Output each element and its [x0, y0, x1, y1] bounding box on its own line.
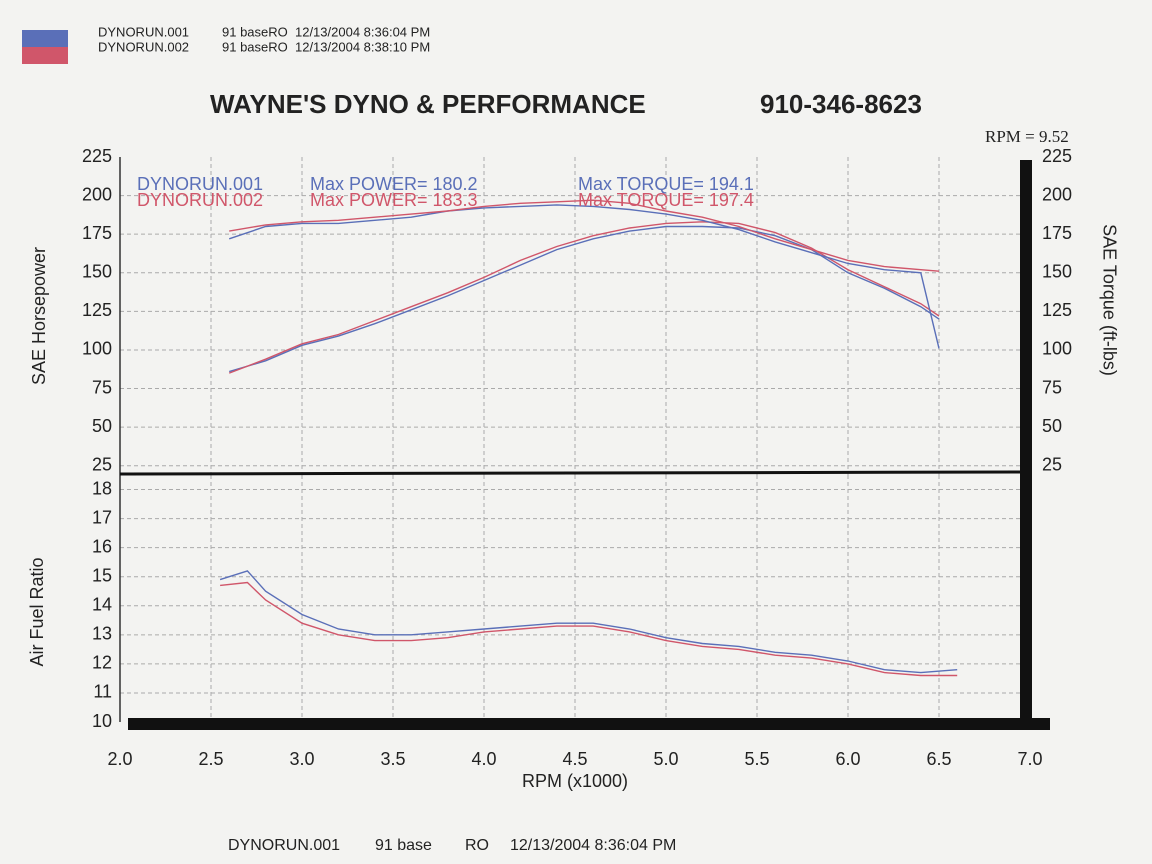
- x-tick-label: 5.0: [653, 749, 678, 769]
- legend-info: 91 baseRO 12/13/2004 8:36:04 PM: [222, 24, 430, 39]
- legend-swatch: [22, 30, 68, 47]
- y-tick-label: 125: [82, 300, 112, 320]
- y2-tick-label: 150: [1042, 262, 1072, 282]
- y2-tick-label: 200: [1042, 184, 1072, 204]
- series-line: [228, 204, 940, 349]
- annotation: Max TORQUE= 194.1: [578, 174, 754, 194]
- annotation: Max TORQUE= 197.4: [578, 190, 754, 210]
- y-tick-label: 17: [92, 507, 112, 527]
- footer-run: DYNORUN.001: [228, 837, 340, 854]
- legend-run: DYNORUN.001: [98, 24, 189, 39]
- y2-tick-label: 100: [1042, 339, 1072, 359]
- y-tick-label: 225: [82, 146, 112, 166]
- x-tick-label: 6.5: [926, 749, 951, 769]
- y-tick-label: 13: [92, 624, 112, 644]
- y-tick-label: 75: [92, 377, 112, 397]
- y-tick-label: 25: [92, 454, 112, 474]
- y2-tick-label: 50: [1042, 416, 1062, 436]
- x-tick-label: 6.0: [835, 749, 860, 769]
- y-axis-label: Air Fuel Ratio: [27, 557, 47, 666]
- y2-tick-label: 225: [1042, 146, 1072, 166]
- x-tick-label: 5.5: [744, 749, 769, 769]
- annotation-run: DYNORUN.001: [137, 174, 263, 194]
- x-tick-label: 2.5: [198, 749, 223, 769]
- series-line: [228, 221, 940, 374]
- y-tick-label: 150: [82, 262, 112, 282]
- series-line: [229, 199, 940, 272]
- y-tick-label: 100: [82, 339, 112, 359]
- y-tick-label: 12: [92, 653, 112, 673]
- y-tick-label: 10: [92, 711, 112, 731]
- y-tick-label: 15: [92, 565, 112, 585]
- y-tick-label: 175: [82, 223, 112, 243]
- annotation: Max POWER= 183.3: [310, 190, 478, 210]
- y2-tick-label: 125: [1042, 300, 1072, 320]
- phone: 910-346-8623: [760, 89, 922, 119]
- x-tick-label: 3.0: [289, 749, 314, 769]
- legend-run: DYNORUN.002: [98, 39, 189, 54]
- y-tick-label: 14: [92, 595, 112, 615]
- frame-shadow: [1020, 160, 1032, 725]
- y-tick-label: 200: [82, 184, 112, 204]
- legend-info: 91 baseRO 12/13/2004 8:38:10 PM: [222, 39, 430, 54]
- plot: 25 50 75 100 125 150 175 200 225 25 50 75 100 125 150 1…: [82, 146, 1072, 769]
- y-axis-label: SAE Horsepower: [29, 247, 49, 385]
- y-tick-label: 11: [93, 682, 112, 702]
- y-tick-label: 50: [92, 416, 112, 436]
- series-line: [229, 225, 940, 373]
- legend-swatch: [22, 47, 68, 64]
- y2-axis-label: SAE Torque (ft-lbs): [1099, 224, 1119, 376]
- title: WAYNE'S DYNO & PERFORMANCE: [210, 89, 646, 119]
- annotation-run: DYNORUN.002: [137, 190, 263, 210]
- series-line: [220, 581, 958, 677]
- x-tick-label: 4.5: [562, 749, 587, 769]
- annotation: Max POWER= 180.2: [310, 174, 478, 194]
- x-tick-label: 4.0: [471, 749, 496, 769]
- y-tick-label: 18: [92, 478, 112, 498]
- y2-tick-label: 175: [1042, 223, 1072, 243]
- x-axis-label: RPM (x1000): [522, 771, 628, 791]
- footer-fuel: 91 base: [375, 837, 432, 854]
- footer-mode: RO: [465, 837, 489, 854]
- frame-shadow: [128, 718, 1050, 730]
- rpm-note: RPM = 9.52: [985, 127, 1069, 146]
- y2-tick-label: 25: [1042, 454, 1062, 474]
- footer-date: 12/13/2004 8:36:04 PM: [510, 837, 676, 854]
- panel-divider: [119, 470, 1031, 476]
- x-tick-label: 2.0: [107, 749, 132, 769]
- y2-tick-label: 75: [1042, 377, 1062, 397]
- y-tick-label: 16: [92, 536, 112, 556]
- x-tick-label: 7.0: [1017, 749, 1042, 769]
- x-tick-label: 3.5: [380, 749, 405, 769]
- series-line: [219, 570, 958, 674]
